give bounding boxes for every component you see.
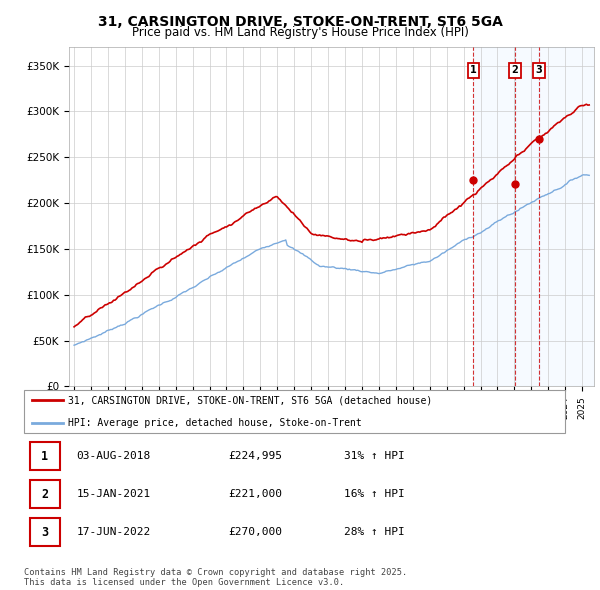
Text: 31, CARSINGTON DRIVE, STOKE-ON-TRENT, ST6 5GA: 31, CARSINGTON DRIVE, STOKE-ON-TRENT, ST… — [98, 15, 502, 29]
FancyBboxPatch shape — [29, 442, 60, 470]
FancyBboxPatch shape — [24, 391, 565, 433]
Text: 17-JUN-2022: 17-JUN-2022 — [76, 527, 151, 537]
Text: £221,000: £221,000 — [228, 489, 282, 499]
Bar — [539, 47, 594, 386]
Text: Price paid vs. HM Land Registry's House Price Index (HPI): Price paid vs. HM Land Registry's House … — [131, 26, 469, 39]
Bar — [515, 47, 539, 386]
Text: 2: 2 — [41, 487, 48, 501]
Text: 03-AUG-2018: 03-AUG-2018 — [76, 451, 151, 461]
Text: 16% ↑ HPI: 16% ↑ HPI — [344, 489, 405, 499]
FancyBboxPatch shape — [29, 480, 60, 508]
Text: 2: 2 — [512, 65, 518, 75]
Text: £224,995: £224,995 — [228, 451, 282, 461]
Text: 31, CARSINGTON DRIVE, STOKE-ON-TRENT, ST6 5GA (detached house): 31, CARSINGTON DRIVE, STOKE-ON-TRENT, ST… — [68, 395, 433, 405]
FancyBboxPatch shape — [29, 518, 60, 546]
Text: 1: 1 — [41, 450, 48, 463]
Text: 1: 1 — [470, 65, 477, 75]
Text: £270,000: £270,000 — [228, 527, 282, 537]
Text: 3: 3 — [41, 526, 48, 539]
Text: HPI: Average price, detached house, Stoke-on-Trent: HPI: Average price, detached house, Stok… — [68, 418, 362, 428]
Text: 31% ↑ HPI: 31% ↑ HPI — [344, 451, 405, 461]
Text: Contains HM Land Registry data © Crown copyright and database right 2025.
This d: Contains HM Land Registry data © Crown c… — [24, 568, 407, 587]
Text: 28% ↑ HPI: 28% ↑ HPI — [344, 527, 405, 537]
Bar — [473, 47, 515, 386]
Text: 3: 3 — [536, 65, 542, 75]
Text: 15-JAN-2021: 15-JAN-2021 — [76, 489, 151, 499]
